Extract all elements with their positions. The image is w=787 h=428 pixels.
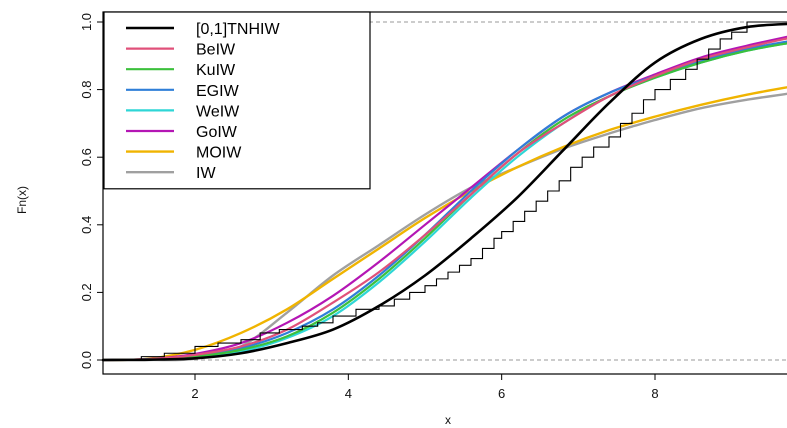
y-tick-label-0.4: 0.4 <box>79 216 94 234</box>
y-axis-title: Fn(x) <box>15 186 29 214</box>
y-tick-label-0.6: 0.6 <box>79 148 94 166</box>
x-tick-label-8: 8 <box>651 386 658 401</box>
x-tick-label-4: 4 <box>345 386 352 401</box>
legend-label-goiw: GoIW <box>196 124 238 141</box>
series-line-0-1-tnhiw <box>101 22 787 362</box>
series-line-beiw <box>101 37 787 362</box>
legend-label-0-1-tnhiw: [0,1]TNHIW <box>196 21 280 38</box>
series-lines <box>101 22 787 362</box>
legend-label-egiw: EGIW <box>196 83 240 100</box>
legend-label-weiw: WeIW <box>196 103 240 120</box>
ecdf-step-line <box>103 21 787 361</box>
legend-label-kuiw: KuIW <box>196 62 236 79</box>
y-tick-label-0.8: 0.8 <box>79 81 94 99</box>
x-axis-title: x <box>445 413 451 427</box>
series-line-goiw <box>101 35 787 362</box>
y-axis: 0.0 0.2 0.4 0.6 0.8 1.0 <box>79 13 103 369</box>
y-tick-label-1.0: 1.0 <box>79 13 94 31</box>
y-tick-label-0.2: 0.2 <box>79 283 94 301</box>
series-line-moiw <box>101 86 787 362</box>
y-tick-label-0.0: 0.0 <box>79 351 94 369</box>
empirical-cdf <box>103 21 787 361</box>
x-axis: 2 4 6 8 <box>191 374 659 401</box>
legend-label-moiw: MOIW <box>196 145 242 162</box>
legend-label-beiw: BeIW <box>196 42 236 59</box>
x-tick-label-6: 6 <box>498 386 505 401</box>
legend: [0,1]TNHIW BeIW KuIW EGIW WeIW GoIW MOIW IW <box>103 11 371 190</box>
x-tick-label-2: 2 <box>191 386 198 401</box>
plot-frame <box>102 11 787 375</box>
legend-label-iw: IW <box>196 165 216 182</box>
legend-box <box>103 11 371 190</box>
series-line-kuiw <box>101 42 787 362</box>
